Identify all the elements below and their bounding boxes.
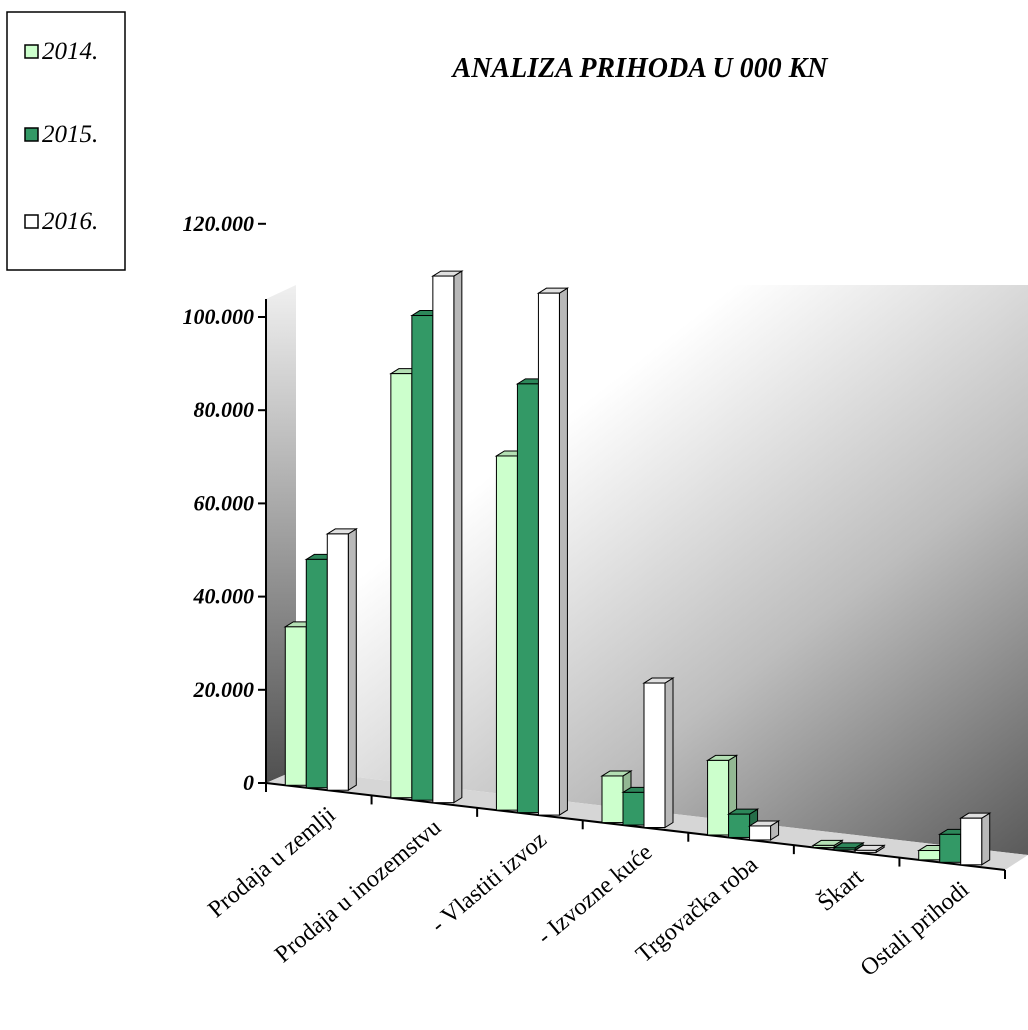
x-tick-label: Škart bbox=[812, 863, 868, 916]
legend-swatch bbox=[24, 44, 39, 59]
bar-side bbox=[558, 287, 568, 816]
x-tick-label: Trgovačka roba bbox=[631, 852, 763, 969]
bar bbox=[811, 839, 844, 849]
bar bbox=[431, 270, 464, 804]
bars bbox=[283, 270, 992, 866]
bar-front bbox=[516, 383, 539, 814]
bar-front bbox=[411, 315, 434, 801]
bar-front bbox=[305, 558, 328, 789]
x-axis-line bbox=[265, 782, 1006, 871]
bar-front bbox=[622, 791, 645, 826]
x-tick-label: - Vlastiti izvoz bbox=[426, 827, 552, 938]
bar-front bbox=[854, 849, 877, 853]
bar-side bbox=[453, 270, 463, 804]
legend: 2014. 2015. 2016. bbox=[6, 11, 126, 271]
y-tick-label: 100.000 bbox=[183, 304, 255, 329]
bar bbox=[642, 677, 675, 829]
y-tick-label: 120.000 bbox=[183, 211, 255, 236]
bar bbox=[536, 287, 570, 816]
bar-front bbox=[749, 825, 772, 841]
y-tick-label: 20.000 bbox=[193, 677, 255, 702]
legend-label: 2015. bbox=[42, 121, 98, 148]
bar-front bbox=[390, 373, 413, 799]
axes bbox=[265, 299, 1006, 871]
bar-front bbox=[812, 844, 835, 848]
chart-title: ANALIZA PRIHODA U 000 KN bbox=[451, 53, 830, 84]
y-axis-ticks: 0 20.000 40.000 60.000 80.000 100.000 120.000 bbox=[183, 211, 1006, 879]
y-tick-label: 0 bbox=[243, 770, 254, 795]
bar bbox=[958, 812, 992, 866]
bar bbox=[853, 844, 886, 854]
y-tick-label: 60.000 bbox=[194, 490, 255, 515]
x-tick-label: Ostali prihodi bbox=[856, 876, 975, 981]
bar-front bbox=[728, 813, 751, 838]
bar-front bbox=[284, 626, 307, 786]
bar bbox=[747, 820, 781, 841]
y-tick-label: 80.000 bbox=[194, 397, 255, 422]
bar-front bbox=[643, 682, 666, 829]
bar bbox=[832, 841, 865, 851]
legend-label: 2016. bbox=[42, 208, 98, 235]
y-tick-label: 40.000 bbox=[193, 584, 255, 609]
legend-swatch bbox=[24, 127, 39, 142]
bar-front bbox=[495, 455, 518, 811]
back-wall bbox=[296, 285, 1028, 855]
bar-side bbox=[347, 528, 357, 792]
legend-label: 2014. bbox=[42, 38, 98, 65]
x-tick-label: - Izvozne kuće bbox=[532, 839, 657, 950]
legend-swatch bbox=[24, 214, 39, 229]
bar-front bbox=[326, 533, 349, 791]
bar-side bbox=[664, 677, 674, 829]
bar-front bbox=[918, 850, 941, 861]
bar-front bbox=[833, 847, 856, 851]
bar bbox=[325, 528, 359, 792]
bar-side bbox=[981, 812, 991, 866]
bar-front bbox=[960, 817, 983, 866]
bar-front bbox=[537, 292, 560, 816]
bar-front bbox=[601, 775, 624, 824]
bar-front bbox=[707, 759, 730, 836]
bar-front bbox=[432, 275, 455, 804]
bar-front bbox=[939, 833, 962, 863]
